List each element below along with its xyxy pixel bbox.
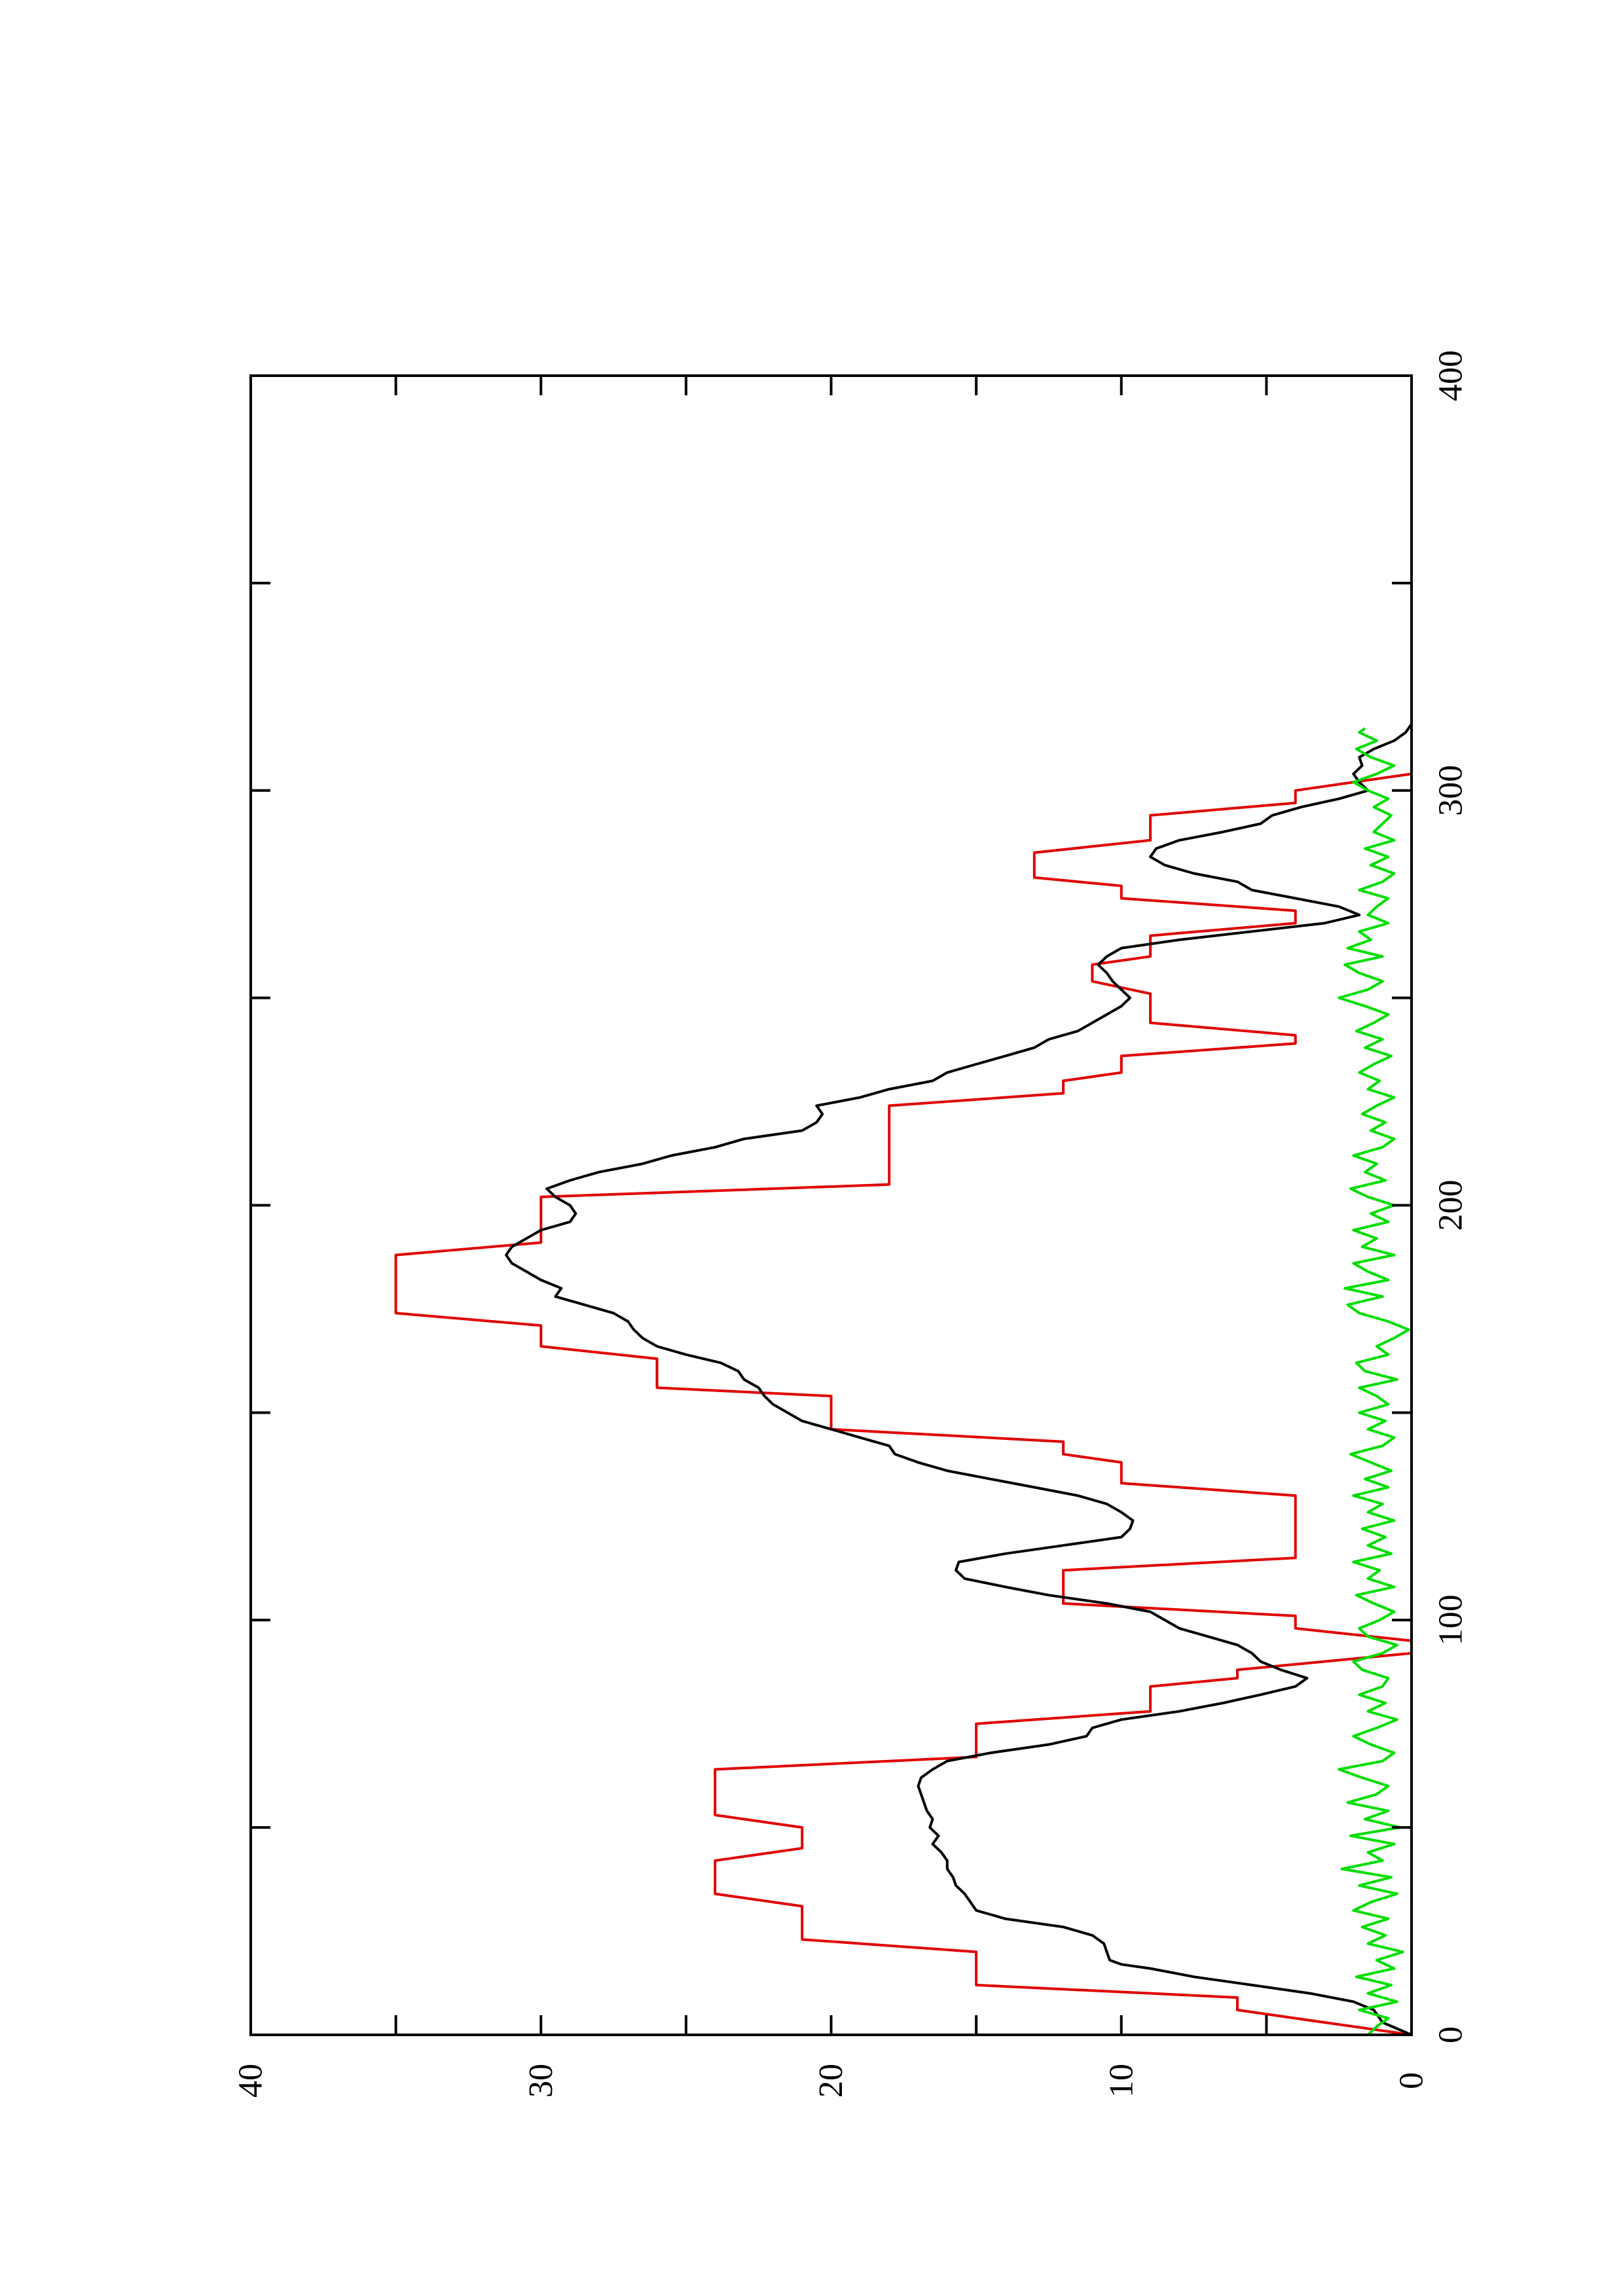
series-line-2	[505, 723, 1413, 2036]
x-tick-label: 200	[1432, 1180, 1470, 1231]
tick-labels: 0 100 200 300 400 0 10 20 30 40	[232, 350, 1470, 2098]
y-tick-label: 0	[1393, 2072, 1431, 2089]
y-tick-label: 30	[522, 2064, 560, 2098]
x-tick-label: 0	[1432, 2026, 1470, 2043]
series-line-3	[1338, 727, 1410, 2036]
series-line-1	[394, 772, 1413, 2036]
series-layer	[394, 723, 1413, 2036]
y-tick-label: 20	[812, 2064, 850, 2098]
y-tick-label: 10	[1103, 2064, 1140, 2098]
x-tick-label: 100	[1432, 1594, 1470, 1645]
plot-frame	[249, 374, 1413, 2036]
x-tick-label: 300	[1432, 765, 1470, 816]
x-tick-label: 400	[1432, 350, 1470, 401]
y-tick-label: 40	[232, 2064, 270, 2098]
